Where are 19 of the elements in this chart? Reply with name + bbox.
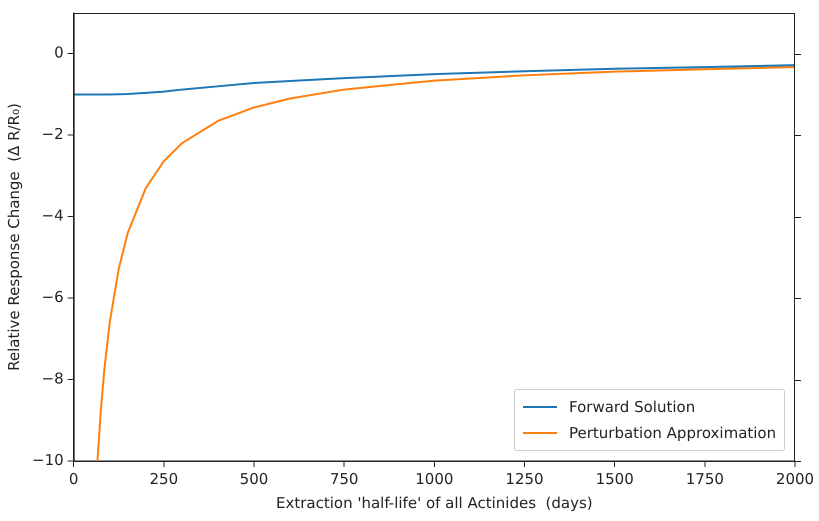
- x-tick-label: 1250: [505, 470, 544, 488]
- y-tick-label: 0: [54, 44, 64, 62]
- y-tick-label: −10: [32, 450, 64, 469]
- x-tick-label: 1000: [415, 470, 454, 488]
- x-tick-label: 750: [330, 470, 358, 488]
- x-axis-title: Extraction 'half-life' of all Actinides (days): [276, 494, 593, 512]
- x-tick-label: 1500: [596, 470, 634, 488]
- y-tick-label: −2: [42, 125, 64, 144]
- x-tick-label: 250: [150, 470, 178, 488]
- y-axis-title: Relative Response Change (Δ R/R₀): [4, 103, 23, 371]
- y-tick-label: −4: [42, 206, 64, 225]
- y-tick-label: −8: [42, 369, 64, 388]
- legend-label: Forward Solution: [569, 398, 696, 416]
- legend-label: Perturbation Approximation: [569, 424, 776, 442]
- x-tick-label: 1750: [686, 470, 724, 488]
- y-tick-label: −6: [42, 288, 64, 306]
- x-tick-label: 500: [240, 470, 268, 488]
- x-tick-label: 2000: [776, 470, 814, 488]
- x-tick-label: 0: [68, 470, 78, 488]
